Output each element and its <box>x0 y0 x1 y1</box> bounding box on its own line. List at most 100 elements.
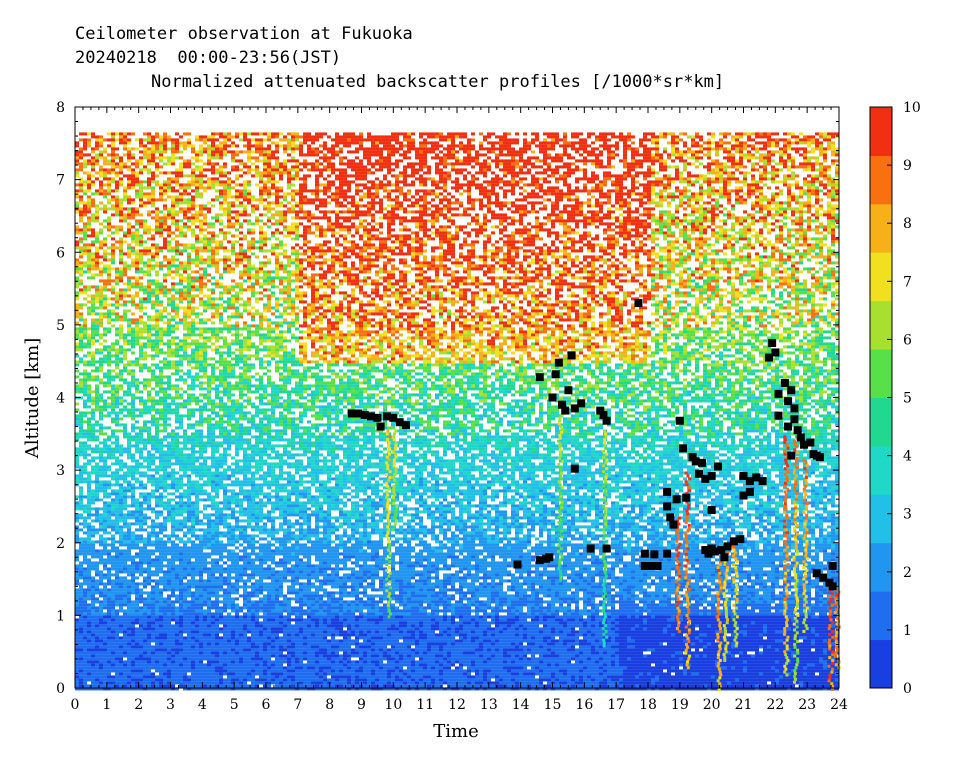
cloud-base-point <box>775 412 783 420</box>
cloud-base-point <box>797 433 805 441</box>
colorbar-segment <box>870 204 892 253</box>
y-tick-label: 0 <box>56 681 65 697</box>
colorbar-tick-label: 6 <box>903 332 912 348</box>
y-tick-label: 4 <box>56 391 65 407</box>
cloud-base-point <box>673 495 681 503</box>
cloud-base-point <box>666 513 674 521</box>
cloud-base-point <box>545 553 553 561</box>
x-tick-label: 4 <box>198 697 207 713</box>
x-tick-label: 21 <box>735 697 753 713</box>
x-tick-label: 1 <box>102 697 111 713</box>
colorbar-segment <box>870 446 892 495</box>
y-tick-label: 2 <box>56 536 65 552</box>
colorbar-tick-label: 0 <box>903 681 912 697</box>
x-tick-label: 15 <box>544 697 562 713</box>
y-tick-label: 1 <box>56 608 65 624</box>
cloud-base-point <box>790 415 798 423</box>
cloud-base-point <box>571 465 579 473</box>
colorbar-segment <box>870 301 892 350</box>
x-tick-label: 7 <box>293 697 302 713</box>
cloud-base-point <box>641 550 649 558</box>
x-tick-label: 0 <box>71 697 80 713</box>
x-tick-label: 17 <box>607 697 625 713</box>
cloud-base-point <box>829 562 837 570</box>
cloud-base-point <box>787 386 795 394</box>
cloud-base-point <box>587 545 595 553</box>
cloud-base-point <box>663 502 671 510</box>
cloud-base-point <box>784 423 792 431</box>
cloud-base-point <box>373 414 381 422</box>
y-tick-label: 6 <box>56 245 65 261</box>
backscatter-heatmap <box>75 132 841 691</box>
x-tick-label: 16 <box>575 697 593 713</box>
y-axis-label: Altitude [km] <box>22 338 43 460</box>
colorbar-segment <box>870 591 892 640</box>
x-tick-label: 13 <box>480 697 498 713</box>
colorbar-segment <box>870 155 892 204</box>
x-tick-label: 20 <box>703 697 721 713</box>
y-tick-label: 3 <box>56 463 65 479</box>
cloud-base-point <box>787 452 795 460</box>
x-tick-label: 22 <box>766 697 784 713</box>
colorbar-segment <box>870 398 892 447</box>
x-tick-label: 10 <box>384 697 402 713</box>
cloud-base-point <box>746 488 754 496</box>
y-tick-label: 5 <box>56 318 65 334</box>
cloud-base-point <box>698 459 706 467</box>
cloud-base-point <box>577 399 585 407</box>
cloud-base-point <box>654 562 662 570</box>
colorbar-segment <box>870 494 892 543</box>
colorbar-tick-label: 4 <box>903 449 912 465</box>
x-tick-label: 5 <box>230 697 239 713</box>
cloud-base-point <box>720 553 728 561</box>
x-tick-label: 14 <box>512 697 530 713</box>
cloud-base-point <box>781 379 789 387</box>
x-tick-label: 2 <box>134 697 143 713</box>
cloud-base-point <box>768 339 776 347</box>
cloud-base-point <box>736 535 744 543</box>
cloud-base-point <box>771 348 779 356</box>
cloud-base-point <box>603 545 611 553</box>
colorbar-segment <box>870 543 892 592</box>
cloud-base-point <box>708 506 716 514</box>
cloud-base-point <box>549 394 557 402</box>
cloud-base-point <box>402 421 410 429</box>
colorbar-tick-label: 10 <box>903 100 921 116</box>
colorbar-tick-label: 8 <box>903 216 912 232</box>
colorbar-segment <box>870 640 892 689</box>
x-tick-label: 23 <box>798 697 816 713</box>
cloud-base-point <box>568 351 576 359</box>
colorbar-tick-label: 5 <box>903 391 912 407</box>
cloud-base-point <box>759 477 767 485</box>
cloud-base-point <box>784 397 792 405</box>
cloud-base-point <box>663 488 671 496</box>
cloud-base-point <box>536 373 544 381</box>
cloud-base-point <box>555 359 563 367</box>
cloud-base-point <box>714 462 722 470</box>
cloud-base-point <box>561 407 569 415</box>
colorbar-tick-label: 2 <box>903 565 912 581</box>
plot-area: 0 1 2 3 4 5 6 7 8 9 10 11 12 13 14 15 16 17 18 19 20 21 22 23 24… <box>56 100 848 713</box>
cloud-base-point <box>829 582 837 590</box>
x-tick-label: 11 <box>416 697 434 713</box>
cloud-base-point <box>663 550 671 558</box>
cloud-base-point <box>679 444 687 452</box>
colorbar-tick-label: 3 <box>903 507 912 523</box>
x-tick-label: 9 <box>357 697 366 713</box>
cloud-base-point <box>603 417 611 425</box>
colorbar-segment <box>870 107 892 156</box>
y-tick-label: 7 <box>56 173 65 189</box>
colorbar-tick-label: 7 <box>903 274 912 290</box>
cloud-base-point <box>806 439 814 447</box>
cloud-base-point <box>708 472 716 480</box>
x-tick-label: 8 <box>325 697 334 713</box>
x-tick-label: 19 <box>671 697 689 713</box>
cloud-base-point <box>513 561 521 569</box>
colorbar-segment <box>870 349 892 398</box>
cloud-base-point <box>794 426 802 434</box>
x-tick-label: 3 <box>166 697 175 713</box>
colorbar-tick-label: 9 <box>903 158 912 174</box>
x-tick-label: 12 <box>448 697 466 713</box>
